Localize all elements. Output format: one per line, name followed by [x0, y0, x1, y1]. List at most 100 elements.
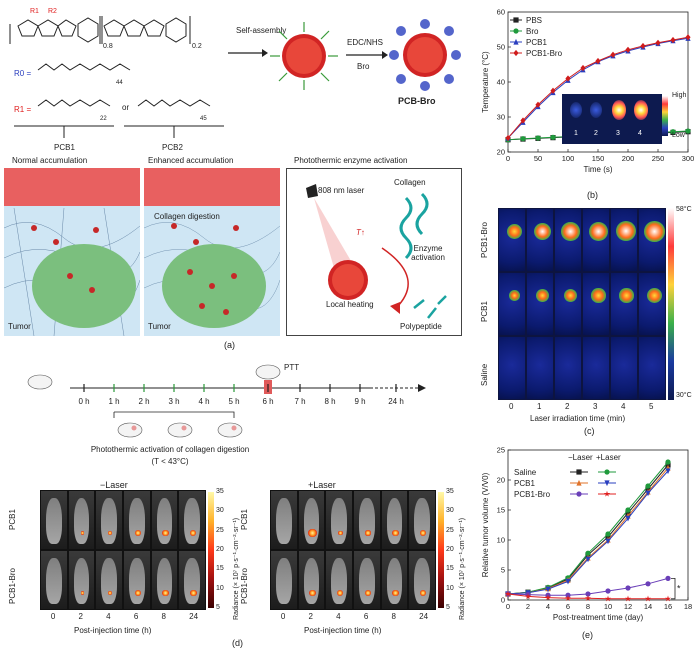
fluorescence-signal — [419, 529, 427, 537]
time-label: 8 — [161, 612, 166, 621]
thermal-image — [582, 336, 610, 400]
thermal-hotspot — [561, 222, 580, 241]
mouse-image — [408, 550, 436, 610]
thermal-hotspot — [533, 222, 552, 241]
timeline: 0 h 1 h 2 h 3 h 4 h 5 h 6 h 7 h 8 h 9 h 24 h PTT Pho… — [27, 363, 426, 466]
thermal-image — [610, 336, 638, 400]
y-tick-label: 15 — [497, 506, 505, 515]
x-tick-label: 200 — [622, 154, 635, 163]
mouse-image — [150, 490, 179, 550]
y-tick-label: 5 — [501, 566, 505, 575]
mouse-body — [386, 497, 403, 545]
thermal-image — [498, 336, 526, 400]
data-point — [610, 51, 616, 58]
t-up-label: T↑ — [356, 228, 365, 237]
fluorescence-signal — [134, 530, 141, 536]
local-heating-label: Local heating — [326, 300, 374, 309]
bro-label: Bro — [357, 62, 370, 71]
y-tick-label: 0 — [501, 596, 505, 605]
thermal-hotspot — [535, 288, 549, 302]
fluorescence-signal — [108, 530, 113, 536]
d-xlabel-plus: Post-injection time (h) — [304, 626, 382, 635]
data-point — [670, 129, 676, 135]
chem-frac-a: 0.8 — [103, 43, 113, 50]
mouse-body — [156, 557, 173, 605]
d-colorbar-minus — [208, 492, 214, 608]
x-tick-label: 14 — [644, 602, 652, 611]
fluorescence-signal — [364, 589, 372, 597]
thermal-image — [498, 208, 526, 272]
normal-accumulation-label: Normal accumulation — [12, 156, 88, 165]
inset-number-3: 3 — [616, 130, 620, 137]
thermal-image — [638, 336, 666, 400]
x-tick-label: 0 — [506, 154, 510, 163]
thermal-col-label: 3 — [593, 402, 598, 411]
y-tick-label: 50 — [497, 43, 505, 52]
x-tick-label: 8 — [586, 602, 590, 611]
data-point — [605, 531, 611, 537]
legend-label: Bro — [526, 27, 539, 36]
d-colorbar-label-plus: Radiance (× 10⁷ p·s⁻¹·cm⁻²·sr⁻¹) — [459, 517, 466, 620]
mouse-body — [386, 557, 403, 605]
data-point — [644, 595, 652, 602]
data-point — [665, 468, 671, 475]
time-label: 6 — [363, 612, 369, 621]
colorbar-tick-label: 35 — [216, 488, 224, 495]
d-row-pcb1-minus: PCB1 — [8, 509, 17, 530]
significance-bracket — [671, 578, 676, 600]
colorbar-tick-label: 15 — [446, 565, 454, 573]
mouse-icon — [167, 422, 193, 438]
inset-colorbar — [662, 96, 668, 136]
legend-label: PCB1-Bro — [526, 49, 563, 58]
legend-marker — [604, 480, 610, 487]
thermal-hotspot — [588, 221, 608, 241]
mouse-grid-minus — [40, 490, 206, 610]
fluorescence-signal — [337, 530, 343, 536]
edc-nhs-label: EDC/NHS — [347, 38, 384, 47]
timeline-arrowhead — [418, 384, 426, 392]
data-point — [565, 75, 571, 82]
data-point — [585, 550, 591, 556]
thermal-colorbar — [668, 208, 674, 400]
thermal-col-label: 4 — [621, 402, 626, 411]
mouse-image — [150, 550, 179, 610]
thermal-hotspot — [646, 287, 662, 303]
laser-808-label: 808 nm laser — [318, 186, 365, 195]
time-label: 24 — [419, 612, 429, 621]
colorbar-tick-label: 35 — [446, 488, 454, 495]
thermal-image — [638, 208, 666, 272]
thermal-hotspot — [616, 221, 637, 242]
thermal-grid — [498, 208, 666, 400]
pcb-bro-nanoparticle — [389, 19, 461, 91]
mouse-image — [123, 490, 151, 550]
mouse-image — [297, 550, 326, 610]
thermal-image — [526, 336, 554, 400]
colorbar-tick-label: 20 — [446, 546, 454, 553]
thermal-hotspot — [591, 288, 606, 303]
mouse-body — [46, 557, 62, 605]
thermal-col-label: 1 — [537, 402, 542, 411]
mouse-image — [297, 490, 326, 550]
legend-row-label: PCB1-Bro — [514, 490, 551, 499]
bracket — [113, 411, 235, 418]
thermal-image — [498, 272, 526, 336]
photothermic-title: Photothermic enzyme activation — [294, 156, 408, 165]
fluorescence-signal — [134, 590, 141, 596]
thermal-image — [638, 272, 666, 336]
legend-marker — [576, 479, 582, 486]
y-tick-label: 20 — [497, 476, 505, 485]
tissue-normal — [4, 168, 140, 336]
series-pcb1-bro-laser — [504, 590, 672, 602]
legend-row-label: PCB1 — [514, 479, 535, 488]
tissue-enhanced — [144, 168, 280, 336]
mouse-image — [325, 490, 353, 550]
conjugation-arrow — [346, 51, 388, 59]
data-point — [504, 590, 512, 597]
mouse-body — [276, 557, 292, 605]
timeline-tick-label: 5 h — [228, 397, 239, 406]
data-point — [624, 595, 632, 602]
plot-frame — [507, 449, 689, 601]
data-point — [564, 594, 572, 601]
laser-spot — [181, 425, 187, 431]
fluorescence-signal — [365, 530, 371, 536]
